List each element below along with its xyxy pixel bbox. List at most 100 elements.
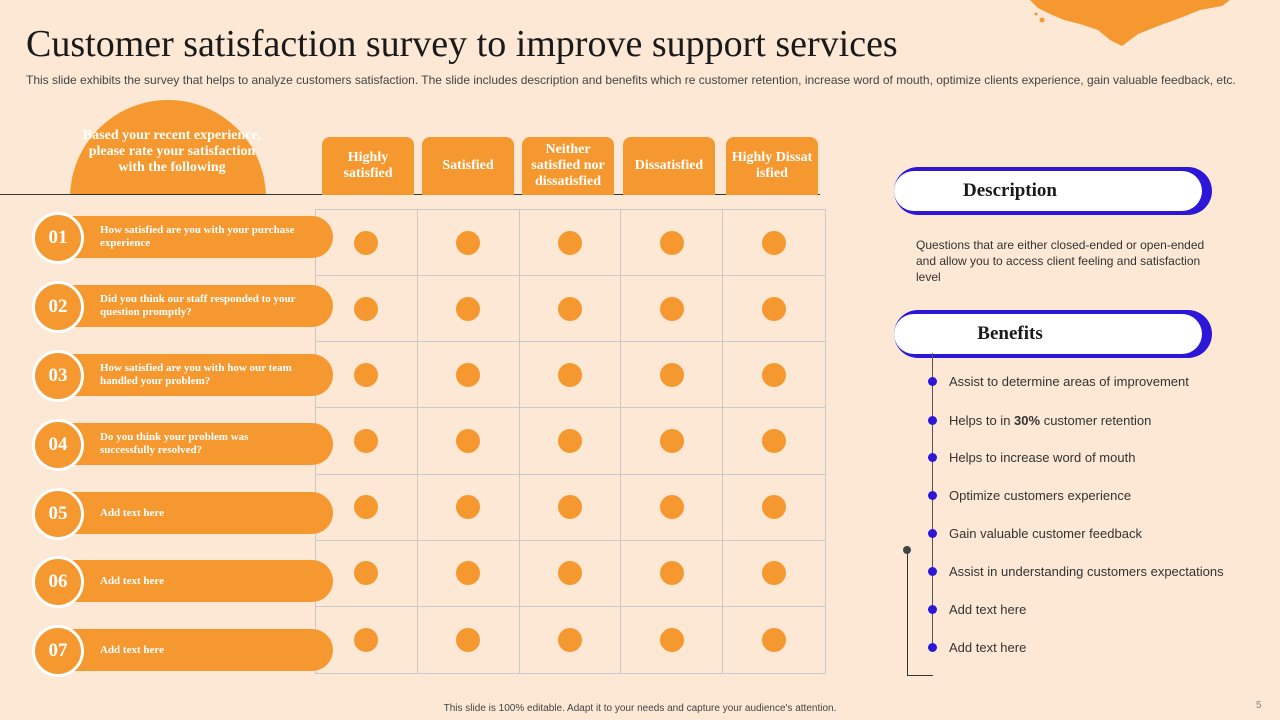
grid-cell <box>723 475 825 541</box>
grid-cell <box>520 606 622 673</box>
bullet-dot <box>928 566 937 576</box>
column-header-highly-satisfied: Highly satisfied <box>322 137 414 195</box>
grid-cell <box>417 210 520 277</box>
question-bar <box>70 354 333 396</box>
grid-cell <box>519 408 622 475</box>
question-2: 02 Did you think our staff responded to … <box>32 281 333 333</box>
grid-cell <box>519 342 622 409</box>
grid-cell <box>519 540 622 607</box>
question-bar <box>70 285 333 327</box>
rating-radio[interactable] <box>762 362 787 387</box>
rating-radio[interactable] <box>456 230 481 255</box>
question-3: 03 How satisfied are you with how our te… <box>32 350 333 402</box>
question-text: Add text here <box>100 506 164 519</box>
grid-cell <box>723 342 825 409</box>
benefit-item: Add text here <box>928 601 1026 617</box>
question-number: 07 <box>32 625 84 677</box>
slide-subtitle: This slide exhibits the survey that help… <box>26 73 1236 87</box>
rating-radio[interactable] <box>354 296 379 321</box>
grid-cell <box>723 541 825 607</box>
rating-radio[interactable] <box>456 362 481 387</box>
rating-radio[interactable] <box>659 627 684 652</box>
grid-cell <box>417 342 520 409</box>
rating-radio[interactable] <box>354 561 379 586</box>
grid-cell <box>316 606 418 673</box>
rating-radio[interactable] <box>762 296 787 321</box>
bullet-dot <box>928 528 937 538</box>
question-5: 05 Add text here <box>32 488 333 540</box>
grid-cell <box>316 342 418 409</box>
rating-radio[interactable] <box>354 495 379 520</box>
grid-cell <box>417 276 520 343</box>
rating-radio[interactable] <box>354 428 379 453</box>
grid-cell <box>316 276 418 343</box>
rating-radio[interactable] <box>557 627 582 652</box>
pill-body <box>894 314 1202 354</box>
rating-radio[interactable] <box>557 296 582 321</box>
grid-cell <box>621 276 724 343</box>
rating-radio[interactable] <box>456 561 481 586</box>
question-text: Did you think our staff responded to you… <box>100 293 296 318</box>
question-number: 03 <box>32 350 84 402</box>
question-bar <box>70 423 333 465</box>
timeline-bracket <box>907 551 933 676</box>
benefit-item: Assist to determine areas of improvement <box>928 373 1189 389</box>
grid-cell <box>519 276 622 343</box>
rating-radio[interactable] <box>762 495 787 520</box>
rating-radio[interactable] <box>762 561 787 586</box>
rating-radio[interactable] <box>456 627 481 652</box>
question-4: 04 Do you think your problem was success… <box>32 419 333 471</box>
grid-cell <box>417 474 520 541</box>
rating-radio[interactable] <box>762 627 787 652</box>
benefit-item: Helps to increase word of mouth <box>928 449 1135 465</box>
rating-radio[interactable] <box>456 495 481 520</box>
question-number: 05 <box>32 488 84 540</box>
page-number: 5 <box>1256 700 1262 711</box>
rating-radio[interactable] <box>456 428 481 453</box>
question-7: 07 Add text here <box>32 625 333 677</box>
grid-cell <box>723 276 825 343</box>
benefit-text: Helps to increase word of mouth <box>949 449 1136 465</box>
benefit-text: Add text here <box>949 639 1027 655</box>
rating-radio[interactable] <box>659 296 684 321</box>
pill-body <box>894 171 1202 211</box>
bullet-dot <box>928 642 937 652</box>
grid-cell <box>417 408 520 475</box>
question-bar <box>70 629 333 671</box>
rating-radio[interactable] <box>762 428 787 453</box>
column-header-satisfied: Satisfied <box>422 137 514 195</box>
rating-radio[interactable] <box>659 362 684 387</box>
rating-radio[interactable] <box>354 362 379 387</box>
grid-cell <box>519 474 622 541</box>
column-header-dissatisfied: Dissatisfied <box>623 137 715 195</box>
rating-radio[interactable] <box>557 428 582 453</box>
grid-cell <box>723 210 825 277</box>
grid-cell <box>723 607 825 673</box>
rating-radio[interactable] <box>557 362 582 387</box>
rating-radio[interactable] <box>354 230 379 255</box>
rating-radio[interactable] <box>557 230 582 255</box>
column-header-highly-dissatisfied: Highly Dissat isfied <box>726 137 818 195</box>
question-text: Add text here <box>100 643 164 656</box>
grid-cell <box>621 210 724 277</box>
question-number: 06 <box>32 556 84 608</box>
prompt-text: Based your recent experience, please rat… <box>82 128 262 175</box>
bullet-dot <box>928 604 937 614</box>
rating-radio[interactable] <box>659 428 684 453</box>
benefits-pill: Benefits <box>894 310 1212 358</box>
timeline-bracket-dot <box>903 546 911 554</box>
rating-radio[interactable] <box>762 230 787 255</box>
rating-radio[interactable] <box>659 230 684 255</box>
question-text: How satisfied are you with how our team … <box>100 362 292 387</box>
rating-radio[interactable] <box>557 561 582 586</box>
rating-radio[interactable] <box>456 296 481 321</box>
rating-radio[interactable] <box>659 495 684 520</box>
question-bar <box>70 216 333 258</box>
description-pill: Description <box>894 167 1212 215</box>
rating-radio[interactable] <box>557 495 582 520</box>
benefit-item: Add text here <box>928 639 1026 655</box>
rating-radio[interactable] <box>659 561 684 586</box>
question-bar <box>70 492 333 534</box>
benefit-item: Optimize customers experience <box>928 487 1131 503</box>
rating-radio[interactable] <box>354 627 379 652</box>
